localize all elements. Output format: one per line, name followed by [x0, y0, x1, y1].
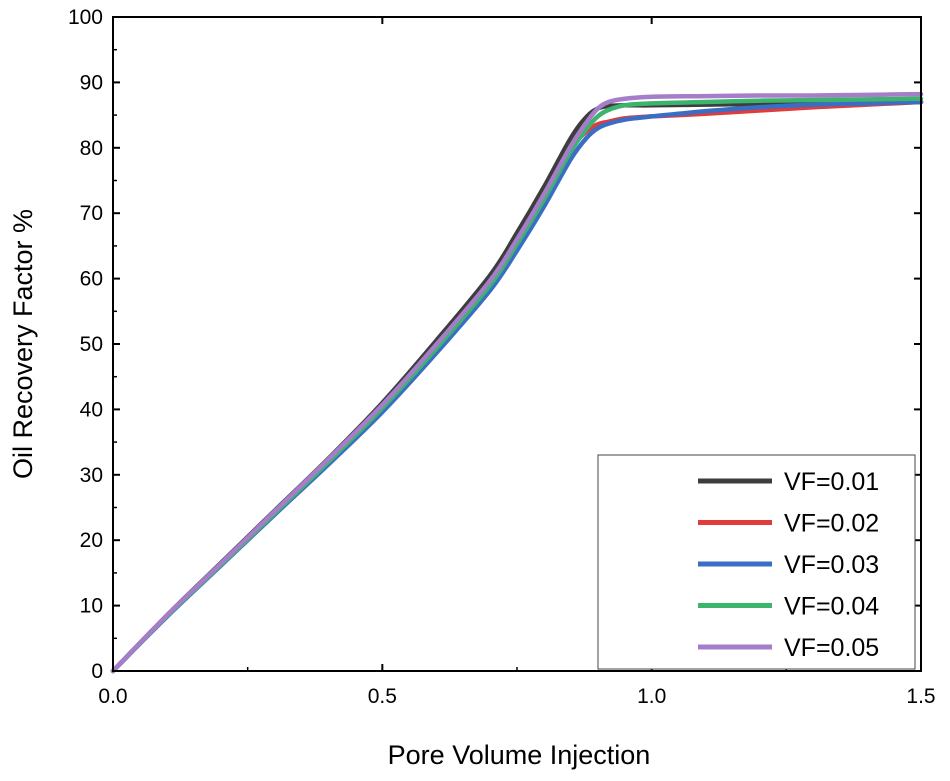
- legend-label-4: VF=0.04: [784, 593, 879, 621]
- x-tick-label: 1.5: [906, 685, 935, 708]
- legend-label-5: VF=0.05: [784, 634, 879, 662]
- y-tick-label: 40: [80, 398, 103, 421]
- y-tick-label: 0: [91, 660, 103, 683]
- series-lines: [110, 91, 924, 674]
- y-tick-label: 60: [80, 268, 103, 291]
- x-axis-title: Pore Volume Injection: [388, 740, 651, 770]
- y-tick-label: 50: [80, 333, 103, 356]
- x-tick-label: 0.0: [98, 685, 127, 708]
- legend-label-1: VF=0.01: [784, 468, 879, 496]
- y-tick-label: 10: [80, 595, 103, 618]
- y-tick-label: 100: [68, 6, 103, 29]
- x-tick-label: 0.5: [368, 685, 397, 708]
- y-tick-label: 90: [80, 71, 103, 94]
- legend-label-2: VF=0.02: [784, 510, 879, 538]
- y-tick-label: 70: [80, 202, 103, 225]
- y-axis-title: Oil Recovery Factor %: [8, 209, 38, 479]
- y-tick-label: 80: [80, 137, 103, 160]
- series-line-5: [110, 91, 924, 674]
- y-tick-label: 20: [80, 529, 103, 552]
- legend-label-3: VF=0.03: [784, 551, 879, 579]
- legend: VF=0.01 VF=0.02 VF=0.03 VF=0.04 VF=0.05: [597, 454, 916, 670]
- axis-ticks: 0.0 0.5 1.0 1.5 0 10 20 30 40 50 60 70 80 90 100: [68, 6, 936, 708]
- y-tick-label: 30: [80, 464, 103, 487]
- x-tick-label: 1.0: [637, 685, 666, 708]
